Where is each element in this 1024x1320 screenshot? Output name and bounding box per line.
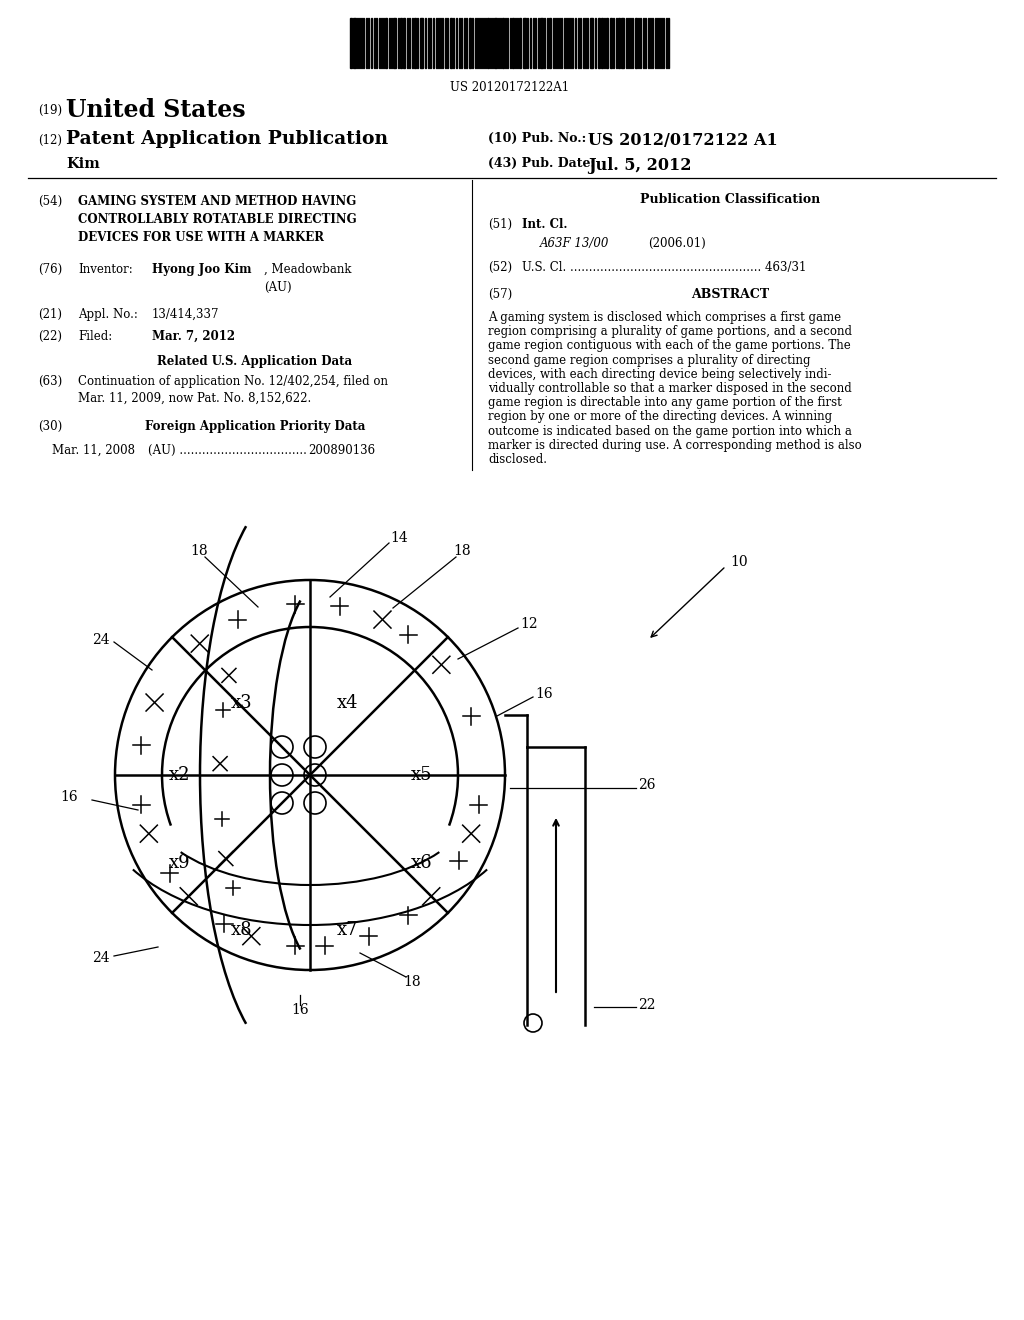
- Text: Mar. 11, 2008: Mar. 11, 2008: [52, 444, 135, 457]
- Text: US 20120172122A1: US 20120172122A1: [451, 81, 569, 94]
- Text: 18: 18: [453, 544, 471, 558]
- Bar: [385, 18, 387, 69]
- Text: Inventor:: Inventor:: [78, 263, 133, 276]
- Text: Kim: Kim: [66, 157, 99, 172]
- Text: Appl. No.:: Appl. No.:: [78, 308, 138, 321]
- Bar: [487, 18, 489, 69]
- Text: Publication Classification: Publication Classification: [640, 193, 820, 206]
- Bar: [393, 18, 396, 69]
- Text: (76): (76): [38, 263, 62, 276]
- Text: 10: 10: [730, 554, 748, 569]
- Bar: [621, 18, 624, 69]
- Text: (57): (57): [488, 288, 512, 301]
- Text: x4: x4: [337, 694, 358, 711]
- Text: US 2012/0172122 A1: US 2012/0172122 A1: [588, 132, 778, 149]
- Text: (AU) ..................................: (AU) ..................................: [148, 444, 307, 457]
- Text: 24: 24: [92, 634, 110, 647]
- Bar: [450, 18, 452, 69]
- Text: (30): (30): [38, 420, 62, 433]
- Bar: [523, 18, 526, 69]
- Text: Continuation of application No. 12/402,254, filed on
Mar. 11, 2009, now Pat. No.: Continuation of application No. 12/402,2…: [78, 375, 388, 405]
- Text: outcome is indicated based on the game portion into which a: outcome is indicated based on the game p…: [488, 425, 852, 438]
- Text: (54): (54): [38, 195, 62, 209]
- Text: 18: 18: [403, 975, 421, 989]
- Text: second game region comprises a plurality of directing: second game region comprises a plurality…: [488, 354, 811, 367]
- Text: 18: 18: [190, 544, 208, 558]
- Bar: [606, 18, 608, 69]
- Text: x3: x3: [231, 694, 253, 711]
- Bar: [502, 18, 504, 69]
- Text: 200890136: 200890136: [308, 444, 375, 457]
- Text: marker is directed during use. A corresponding method is also: marker is directed during use. A corresp…: [488, 438, 862, 451]
- Bar: [512, 18, 514, 69]
- Text: x7: x7: [337, 921, 358, 939]
- Text: x2: x2: [169, 766, 190, 784]
- Text: United States: United States: [66, 98, 246, 121]
- Text: Int. Cl.: Int. Cl.: [522, 218, 567, 231]
- Bar: [618, 18, 620, 69]
- Text: (19): (19): [38, 104, 62, 117]
- Text: GAMING SYSTEM AND METHOD HAVING
CONTROLLABLY ROTATABLE DIRECTING
DEVICES FOR USE: GAMING SYSTEM AND METHOD HAVING CONTROLL…: [78, 195, 356, 244]
- Text: 14: 14: [390, 531, 408, 545]
- Bar: [540, 18, 543, 69]
- Bar: [601, 18, 603, 69]
- Text: Mar. 7, 2012: Mar. 7, 2012: [152, 330, 236, 343]
- Bar: [598, 18, 600, 69]
- Text: 22: 22: [638, 998, 655, 1012]
- Text: (63): (63): [38, 375, 62, 388]
- Text: 16: 16: [60, 789, 78, 804]
- Text: game region contiguous with each of the game portions. The: game region contiguous with each of the …: [488, 339, 851, 352]
- Text: (12): (12): [38, 135, 62, 147]
- Text: devices, with each directing device being selectively indi-: devices, with each directing device bein…: [488, 368, 831, 380]
- Text: U.S. Cl. ................................................... 463/31: U.S. Cl. ...............................…: [522, 261, 806, 275]
- Text: (52): (52): [488, 261, 512, 275]
- Text: disclosed.: disclosed.: [488, 453, 547, 466]
- Text: Patent Application Publication: Patent Application Publication: [66, 129, 388, 148]
- Text: (43) Pub. Date:: (43) Pub. Date:: [488, 157, 595, 170]
- Text: (22): (22): [38, 330, 62, 343]
- Text: , Meadowbank
(AU): , Meadowbank (AU): [264, 263, 351, 294]
- Bar: [519, 18, 521, 69]
- Text: 24: 24: [92, 950, 110, 965]
- Bar: [635, 18, 637, 69]
- Text: ABSTRACT: ABSTRACT: [691, 288, 769, 301]
- Bar: [350, 18, 352, 69]
- Text: Hyong Joo Kim: Hyong Joo Kim: [152, 263, 252, 276]
- Text: (21): (21): [38, 308, 62, 321]
- Bar: [494, 18, 497, 69]
- Text: 12: 12: [520, 616, 538, 631]
- Text: game region is directable into any game portion of the first: game region is directable into any game …: [488, 396, 842, 409]
- Text: region by one or more of the directing devices. A winning: region by one or more of the directing d…: [488, 411, 833, 424]
- Text: Related U.S. Application Data: Related U.S. Application Data: [158, 355, 352, 368]
- Bar: [549, 18, 551, 69]
- Bar: [400, 18, 402, 69]
- Text: x8: x8: [231, 921, 253, 939]
- Text: x6: x6: [412, 854, 433, 873]
- Text: 16: 16: [535, 686, 553, 701]
- Text: A gaming system is disclosed which comprises a first game: A gaming system is disclosed which compr…: [488, 312, 841, 323]
- Text: Foreign Application Priority Data: Foreign Application Priority Data: [144, 420, 366, 433]
- Bar: [353, 18, 356, 69]
- Text: 16: 16: [291, 1003, 309, 1016]
- Text: 13/414,337: 13/414,337: [152, 308, 219, 321]
- Text: 26: 26: [638, 777, 655, 792]
- Text: region comprising a plurality of game portions, and a second: region comprising a plurality of game po…: [488, 325, 852, 338]
- Bar: [420, 18, 423, 69]
- Text: A63F 13/00: A63F 13/00: [540, 238, 609, 249]
- Text: Jul. 5, 2012: Jul. 5, 2012: [588, 157, 691, 174]
- Bar: [403, 18, 406, 69]
- Text: (2006.01): (2006.01): [648, 238, 706, 249]
- Bar: [590, 18, 593, 69]
- Text: x5: x5: [412, 766, 433, 784]
- Text: Filed:: Filed:: [78, 330, 113, 343]
- Bar: [610, 18, 612, 69]
- Text: vidually controllable so that a marker disposed in the second: vidually controllable so that a marker d…: [488, 381, 852, 395]
- Text: (10) Pub. No.:: (10) Pub. No.:: [488, 132, 587, 145]
- Text: x9: x9: [169, 854, 190, 873]
- Bar: [469, 18, 471, 69]
- Bar: [414, 18, 416, 69]
- Text: (51): (51): [488, 218, 512, 231]
